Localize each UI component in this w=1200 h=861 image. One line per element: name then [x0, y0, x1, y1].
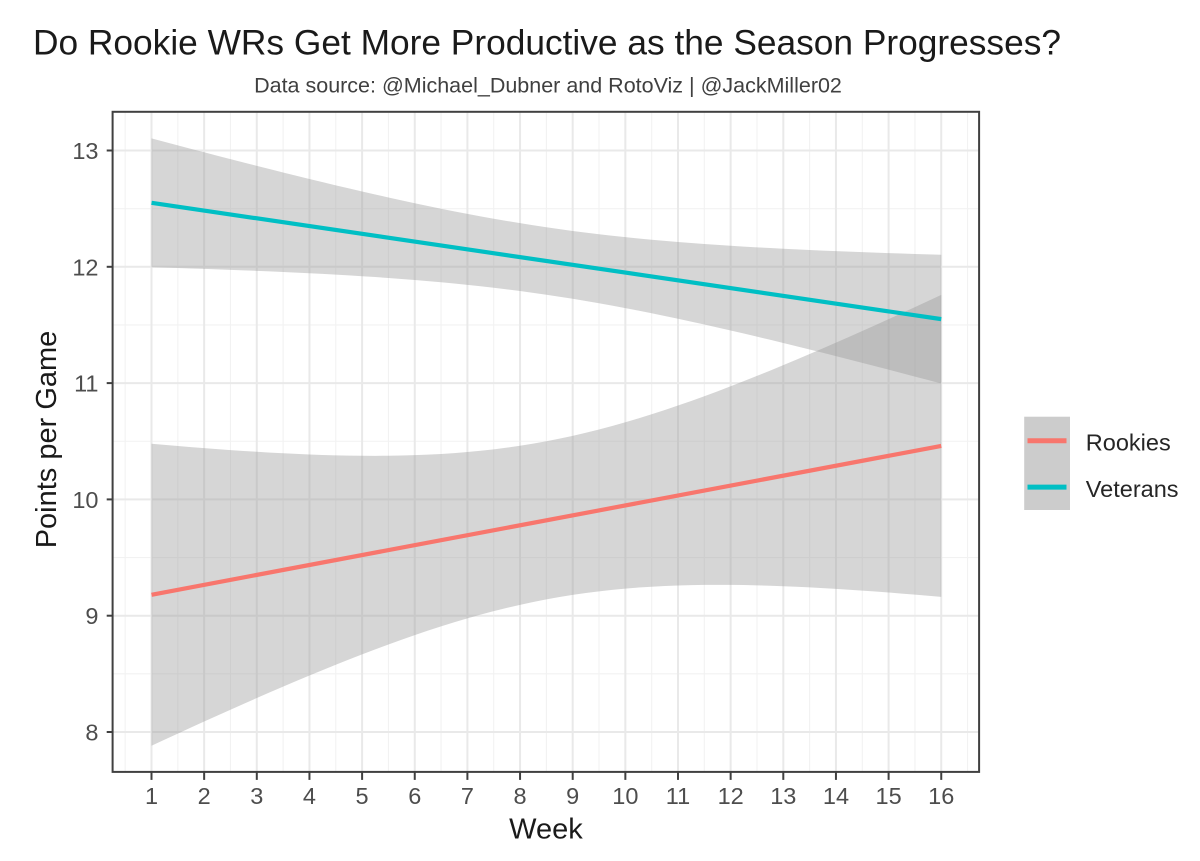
svg-text:9: 9 [566, 783, 579, 809]
svg-text:9: 9 [85, 603, 98, 629]
svg-text:15: 15 [876, 783, 902, 809]
svg-text:4: 4 [303, 783, 316, 809]
svg-text:8: 8 [514, 783, 527, 809]
svg-text:8: 8 [85, 720, 98, 746]
svg-text:10: 10 [612, 783, 638, 809]
svg-text:12: 12 [72, 254, 98, 280]
svg-text:Veterans: Veterans [1086, 476, 1179, 502]
svg-text:Data source: @Michael_Dubner a: Data source: @Michael_Dubner and RotoViz… [254, 73, 842, 97]
svg-text:2: 2 [198, 783, 211, 809]
svg-text:Rookies: Rookies [1086, 430, 1171, 456]
svg-text:13: 13 [770, 783, 796, 809]
svg-text:5: 5 [356, 783, 369, 809]
svg-text:11: 11 [666, 783, 690, 809]
svg-text:7: 7 [461, 783, 474, 809]
svg-text:Week: Week [509, 814, 583, 846]
svg-text:6: 6 [408, 783, 421, 809]
svg-text:Do Rookie WRs Get More Product: Do Rookie WRs Get More Productive as the… [33, 23, 1061, 62]
svg-text:14: 14 [823, 783, 849, 809]
svg-text:11: 11 [74, 371, 98, 397]
svg-text:12: 12 [718, 783, 744, 809]
svg-text:10: 10 [72, 487, 98, 513]
svg-text:13: 13 [72, 138, 98, 164]
svg-text:3: 3 [250, 783, 263, 809]
svg-text:16: 16 [928, 783, 954, 809]
svg-text:1: 1 [145, 783, 158, 809]
svg-text:Points per Game: Points per Game [31, 331, 63, 549]
